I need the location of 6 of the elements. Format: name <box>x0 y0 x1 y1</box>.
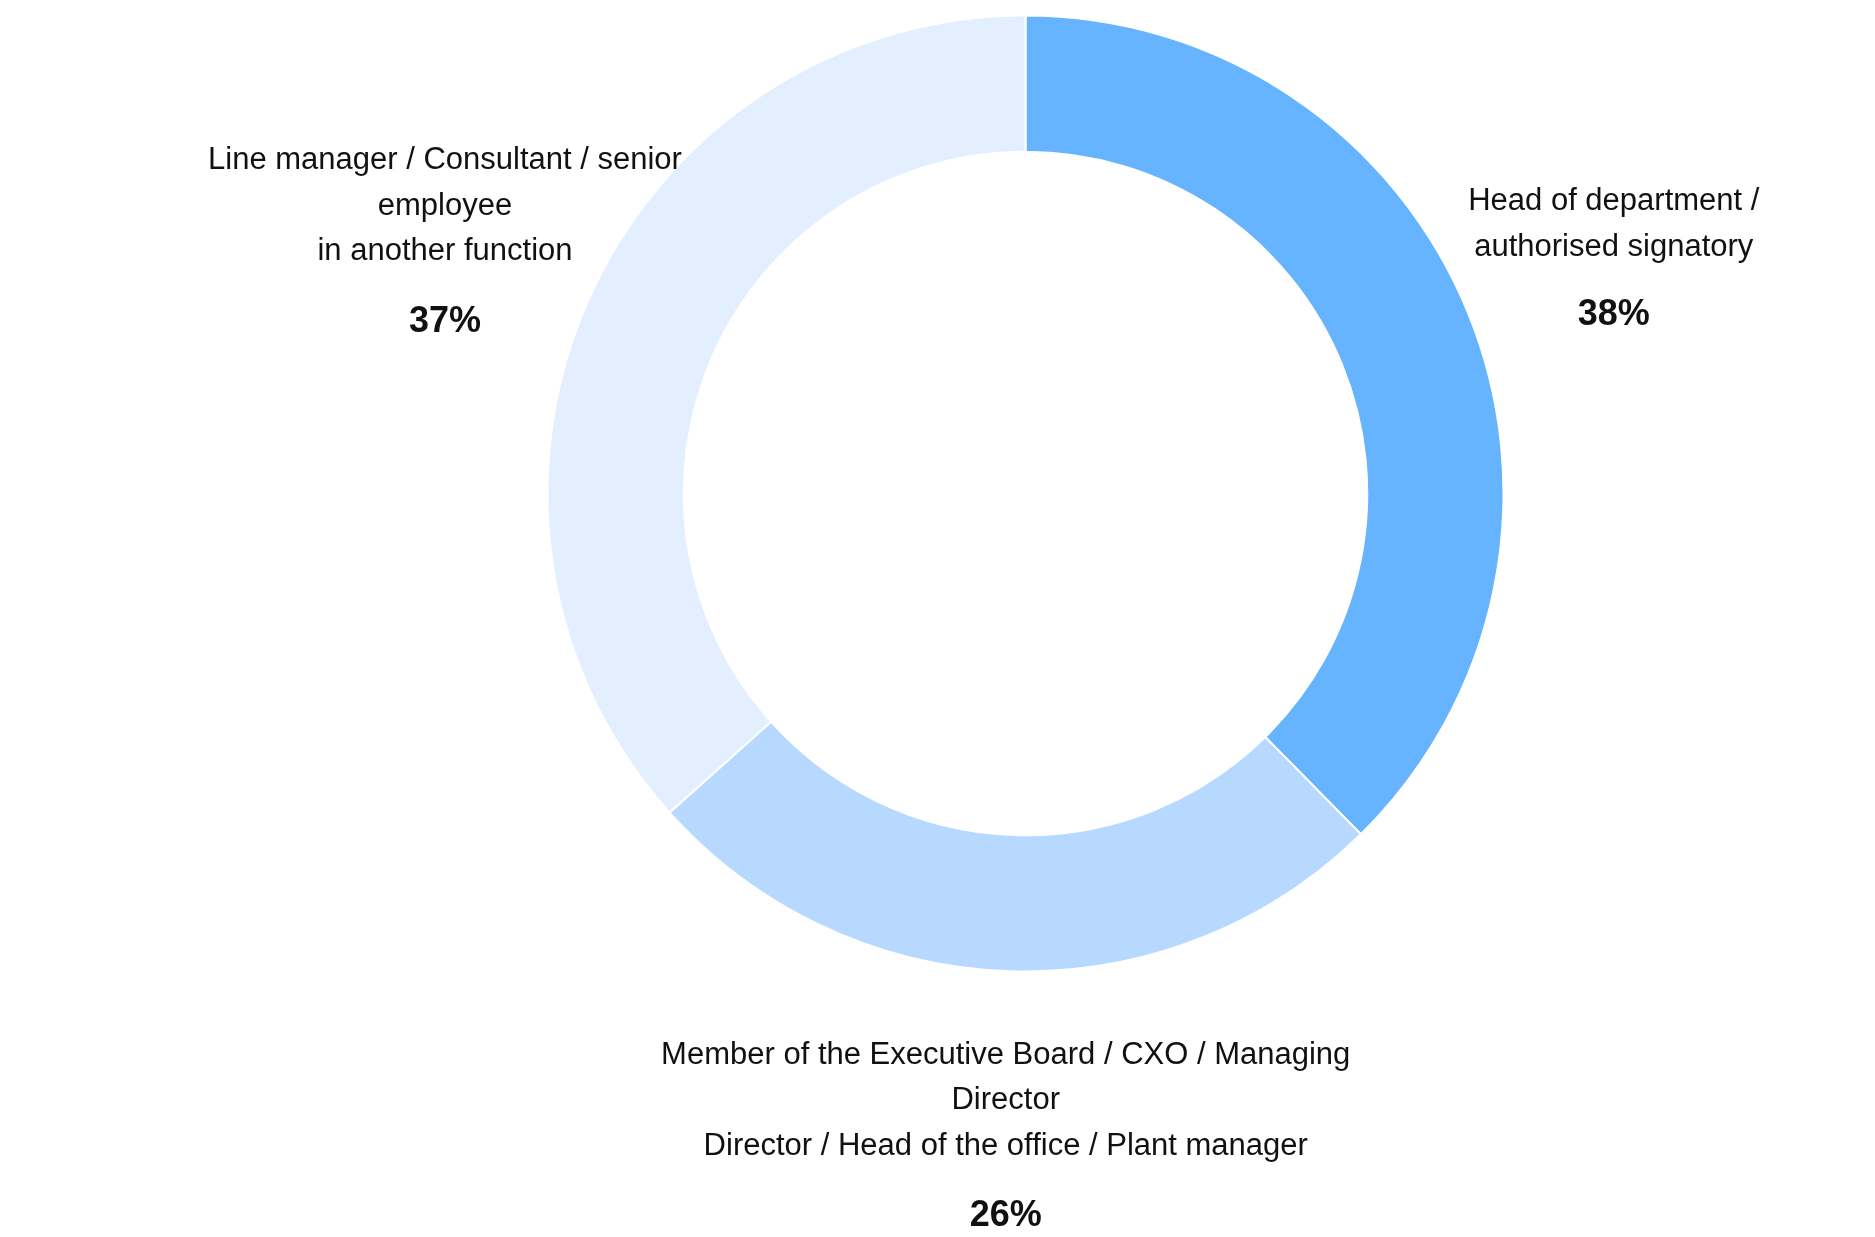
slice-label: Line manager / Consultant / senior employee in another function <box>208 141 682 268</box>
slice-label: Head of department / authorised signatory <box>1468 182 1760 263</box>
data-label: 37% <box>408 298 482 340</box>
data-label: 26% <box>969 1193 1042 1235</box>
data-label: 38% <box>1577 292 1650 333</box>
slice-label: Member of the Executive Board / CXO / Managing Director Director / Head of the office / Plant manager <box>661 1035 1351 1162</box>
